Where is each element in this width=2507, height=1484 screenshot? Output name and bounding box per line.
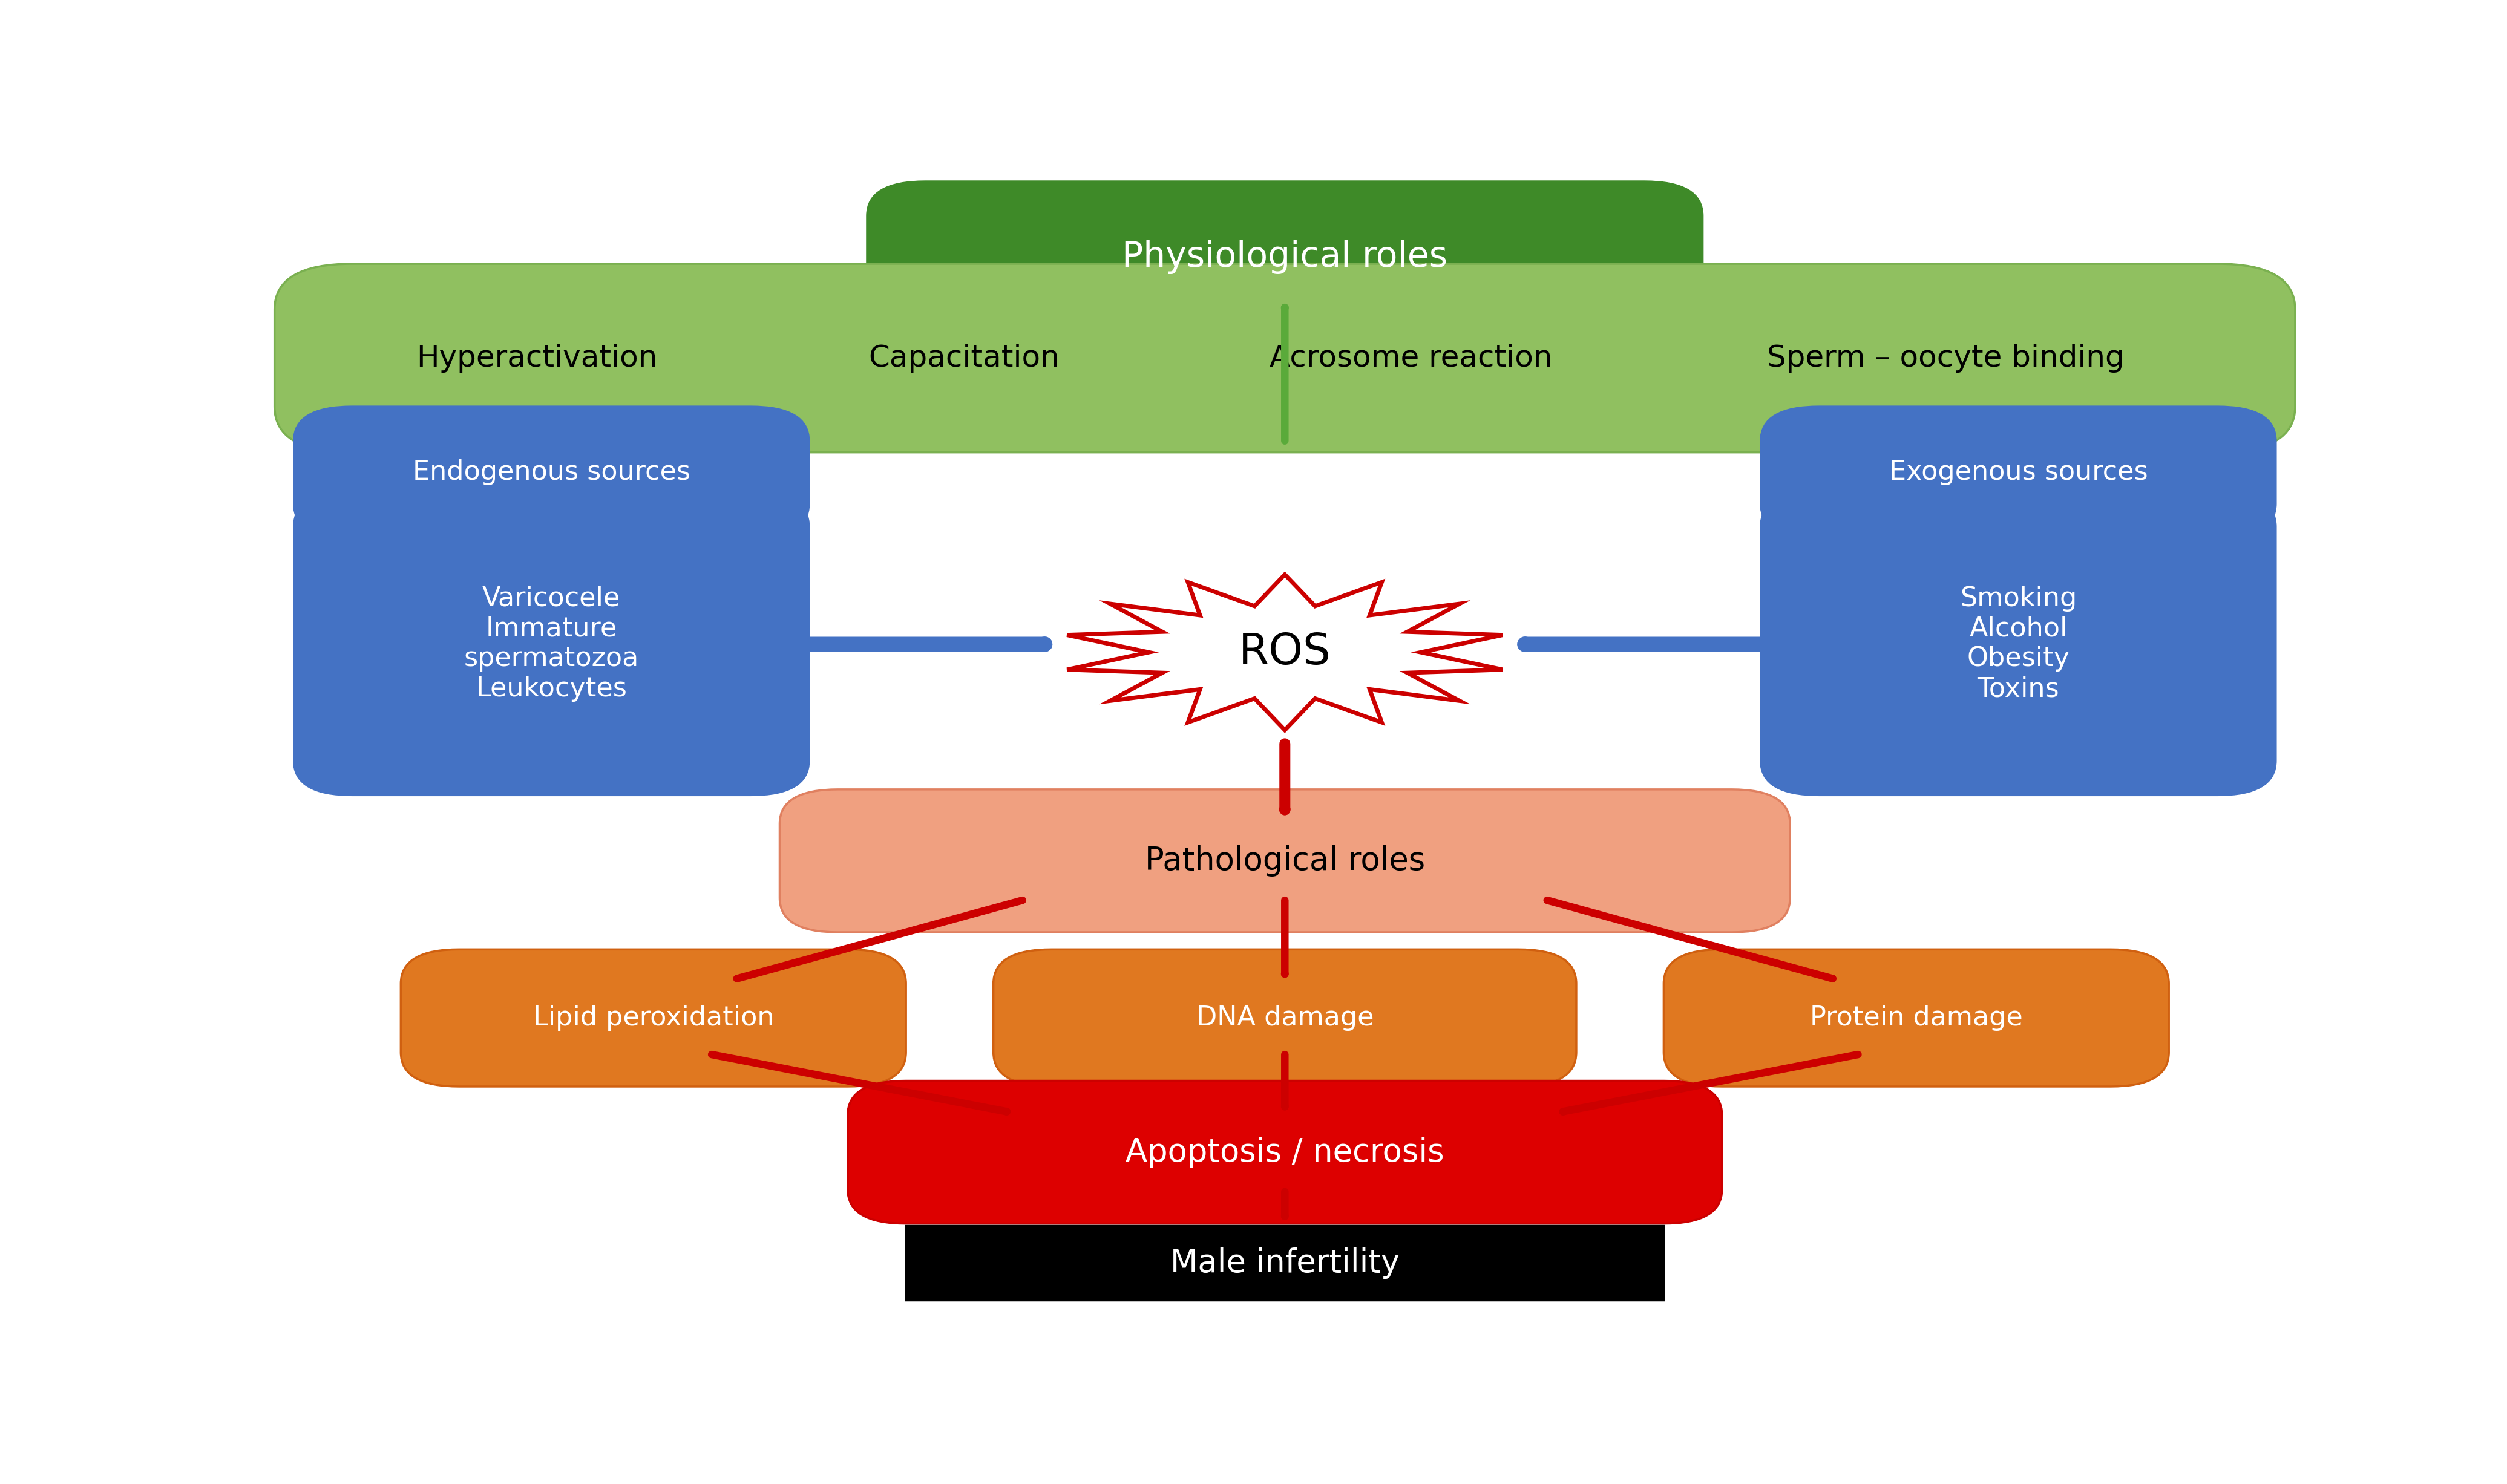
Polygon shape — [1068, 574, 1502, 730]
Text: Physiological roles: Physiological roles — [1123, 240, 1447, 275]
FancyBboxPatch shape — [1665, 950, 2169, 1086]
Text: Lipid peroxidation: Lipid peroxidation — [534, 1005, 775, 1031]
Text: Smoking
Alcohol
Obesity
Toxins: Smoking Alcohol Obesity Toxins — [1960, 586, 2076, 702]
FancyBboxPatch shape — [293, 407, 810, 539]
Text: ROS: ROS — [1238, 631, 1331, 674]
Text: Varicocele
Immature
spermatozoa
Leukocytes: Varicocele Immature spermatozoa Leukocyt… — [464, 586, 639, 702]
FancyBboxPatch shape — [1760, 493, 2276, 795]
Text: Sperm – oocyte binding: Sperm – oocyte binding — [1767, 343, 2123, 372]
Text: Exogenous sources: Exogenous sources — [1888, 460, 2148, 485]
FancyBboxPatch shape — [847, 1080, 1722, 1224]
FancyBboxPatch shape — [780, 789, 1790, 932]
Text: Endogenous sources: Endogenous sources — [414, 460, 689, 485]
Text: Male infertility: Male infertility — [1171, 1248, 1399, 1279]
Text: Apoptosis / necrosis: Apoptosis / necrosis — [1126, 1137, 1444, 1168]
Text: DNA damage: DNA damage — [1196, 1005, 1374, 1031]
Text: Hyperactivation: Hyperactivation — [416, 343, 657, 372]
Text: Capacitation: Capacitation — [870, 343, 1060, 372]
Text: Pathological roles: Pathological roles — [1146, 844, 1424, 877]
FancyBboxPatch shape — [401, 950, 905, 1086]
FancyBboxPatch shape — [1760, 407, 2276, 539]
Text: Protein damage: Protein damage — [1810, 1005, 2023, 1031]
FancyBboxPatch shape — [993, 950, 1577, 1086]
FancyBboxPatch shape — [867, 181, 1702, 332]
FancyBboxPatch shape — [293, 493, 810, 795]
FancyBboxPatch shape — [905, 1226, 1665, 1300]
FancyBboxPatch shape — [276, 264, 2296, 453]
Text: Acrosome reaction: Acrosome reaction — [1269, 343, 1552, 372]
